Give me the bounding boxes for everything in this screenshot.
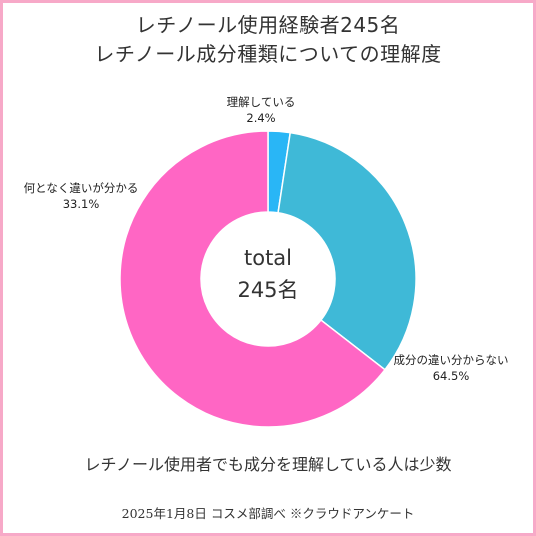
slice-group xyxy=(119,130,417,428)
slice-value-understand: 2.4% xyxy=(246,111,275,125)
donut-chart: 理解している 2.4% 何となく違いが分かる 33.1% 成分の違い分からない 64.5%… xyxy=(24,95,509,428)
slice-not-understand xyxy=(119,130,386,428)
slice-value-not-understand: 64.5% xyxy=(433,369,470,383)
slice-somewhat xyxy=(277,131,417,371)
label-group: 理解している 2.4% 何となく違いが分かる 33.1% 成分の違い分からない 64.5% xyxy=(24,95,509,383)
slice-label-somewhat: 何となく違いが分かる xyxy=(24,181,139,195)
chart-footer: 2025年1月8日 コスメ部調べ ※クラウドアンケート xyxy=(121,506,415,521)
slice-label-not-understand: 成分の違い分からない xyxy=(394,353,509,367)
center-total-label: total xyxy=(244,246,292,270)
center-total-value: 245名 xyxy=(237,278,298,302)
slice-label-understand: 理解している xyxy=(227,95,296,109)
chart-caption: レチノール使用者でも成分を理解している人は少数 xyxy=(84,455,452,474)
chart-title: レチノール使用経験者245名 レチノール成分種類についての理解度 xyxy=(3,11,533,69)
slice-value-somewhat: 33.1% xyxy=(63,197,100,211)
title-line-2: レチノール成分種類についての理解度 xyxy=(94,42,442,66)
title-line-1: レチノール使用経験者245名 xyxy=(135,13,401,37)
